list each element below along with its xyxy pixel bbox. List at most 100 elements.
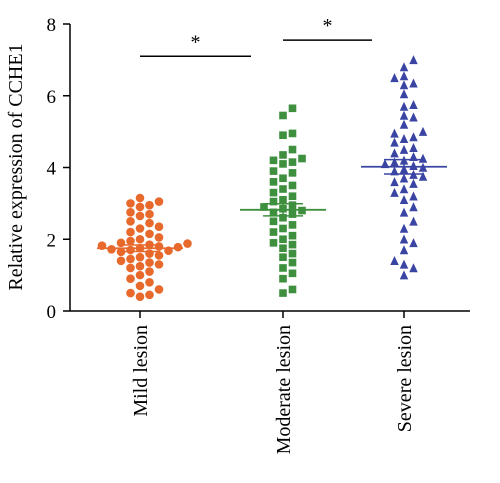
moderate-lesion-point xyxy=(288,181,297,190)
severe-lesion-point xyxy=(409,202,418,212)
moderate-lesion-point xyxy=(279,174,287,183)
moderate-lesion-point xyxy=(269,188,278,197)
severe-lesion-point xyxy=(409,160,418,170)
significance-label: * xyxy=(323,15,333,37)
mild-lesion-point xyxy=(126,274,135,284)
severe-lesion-point xyxy=(399,207,409,217)
y-tick-label: 8 xyxy=(47,15,57,36)
mild-lesion-point xyxy=(135,281,145,291)
mild-lesion-point xyxy=(154,242,164,251)
severe-lesion-point xyxy=(409,191,418,201)
moderate-lesion-point xyxy=(298,154,306,163)
data-points xyxy=(97,55,428,301)
moderate-lesion-point xyxy=(279,195,287,204)
severe-lesion-point xyxy=(399,270,409,280)
mild-lesion-point xyxy=(126,208,135,217)
y-ticks: 0 2 4 6 8 xyxy=(47,15,70,323)
mild-lesion-point xyxy=(135,270,145,280)
mild-lesion-point xyxy=(135,292,145,301)
severe-lesion-point xyxy=(409,55,418,65)
mild-lesion-point xyxy=(154,251,164,260)
severe-lesion-point xyxy=(399,234,409,244)
moderate-lesion-point xyxy=(279,224,287,233)
mild-lesion-point xyxy=(145,200,154,210)
mild-lesion-point xyxy=(145,290,154,300)
severe-lesion-point xyxy=(390,187,399,197)
mild-lesion-point xyxy=(126,227,135,237)
significance-label: * xyxy=(191,31,201,53)
mild-lesion-point xyxy=(154,285,164,294)
mild-lesion-point xyxy=(135,261,145,271)
moderate-lesion-point xyxy=(279,160,287,168)
mild-lesion-point xyxy=(116,238,126,248)
moderate-lesion-point xyxy=(279,131,287,140)
mild-lesion-point xyxy=(145,209,154,219)
severe-lesion-point xyxy=(418,171,428,181)
severe-lesion-point xyxy=(399,62,409,72)
mild-lesion-point xyxy=(154,197,164,206)
y-tick-label: 2 xyxy=(47,230,57,251)
mild-lesion-point xyxy=(126,263,135,273)
moderate-lesion-point xyxy=(288,258,297,267)
severe-lesion-point xyxy=(418,126,428,136)
moderate-lesion-point xyxy=(288,104,297,113)
severe-lesion-point xyxy=(399,101,409,111)
moderate-lesion-point xyxy=(288,192,297,200)
mild-lesion-point xyxy=(135,252,145,262)
mild-lesion-point xyxy=(154,222,164,231)
moderate-lesion-point xyxy=(279,213,287,222)
moderate-lesion-point xyxy=(279,235,287,244)
severe-lesion-point xyxy=(399,80,409,90)
severe-lesion-point xyxy=(409,238,418,248)
moderate-lesion-point xyxy=(260,203,268,211)
mild-lesion-point xyxy=(126,254,135,264)
moderate-lesion-point xyxy=(288,169,297,177)
severe-lesion-point xyxy=(409,178,418,188)
severe-lesion-point xyxy=(390,73,399,83)
severe-lesion-point xyxy=(409,143,418,153)
mild-lesion-point xyxy=(126,245,135,255)
severe-lesion-point xyxy=(399,89,409,99)
moderate-lesion-point xyxy=(269,178,278,186)
mild-lesion-point xyxy=(154,233,164,242)
severe-lesion-point xyxy=(399,110,409,120)
mild-lesion-point xyxy=(135,202,145,212)
severe-lesion-point xyxy=(399,144,409,154)
severe-lesion-point xyxy=(409,112,418,122)
severe-lesion-point xyxy=(409,263,418,273)
severe-lesion-point xyxy=(399,195,409,205)
moderate-lesion-point xyxy=(279,289,287,297)
moderate-lesion-point xyxy=(279,264,287,272)
severe-lesion-point xyxy=(399,259,409,269)
severe-lesion-point xyxy=(409,132,418,142)
mild-lesion-point xyxy=(145,218,154,228)
severe-lesion-point xyxy=(409,216,418,226)
severe-lesion-point xyxy=(390,128,399,138)
mild-lesion-point xyxy=(145,278,154,287)
severe-lesion-point xyxy=(399,223,409,233)
mild-lesion-point xyxy=(145,267,154,276)
moderate-lesion-point xyxy=(279,244,287,253)
moderate-lesion-point xyxy=(288,158,297,166)
moderate-lesion-point xyxy=(269,156,278,165)
mild-lesion-point xyxy=(126,288,135,298)
y-tick-label: 6 xyxy=(47,87,57,108)
y-axis-label: Relative expression of CCHE1 xyxy=(5,43,27,290)
mild-lesion-point xyxy=(116,256,126,266)
severe-lesion-point xyxy=(390,137,399,147)
moderate-lesion-point xyxy=(288,285,297,294)
mild-lesion-point xyxy=(145,258,154,267)
mild-lesion-point xyxy=(126,217,135,226)
severe-lesion-point xyxy=(399,173,409,183)
mild-lesion-point xyxy=(154,260,164,269)
moderate-lesion-point xyxy=(288,221,297,229)
moderate-lesion-point xyxy=(279,185,287,193)
severe-lesion-point xyxy=(399,134,409,144)
mild-lesion-point xyxy=(183,239,192,248)
moderate-lesion-point xyxy=(269,197,278,206)
severe-lesion-point xyxy=(390,166,399,176)
x-tick-label: Mild lesion xyxy=(130,325,152,417)
moderate-lesion-point xyxy=(269,167,278,175)
mild-lesion-point xyxy=(135,234,145,244)
severe-lesion-point xyxy=(409,151,418,161)
